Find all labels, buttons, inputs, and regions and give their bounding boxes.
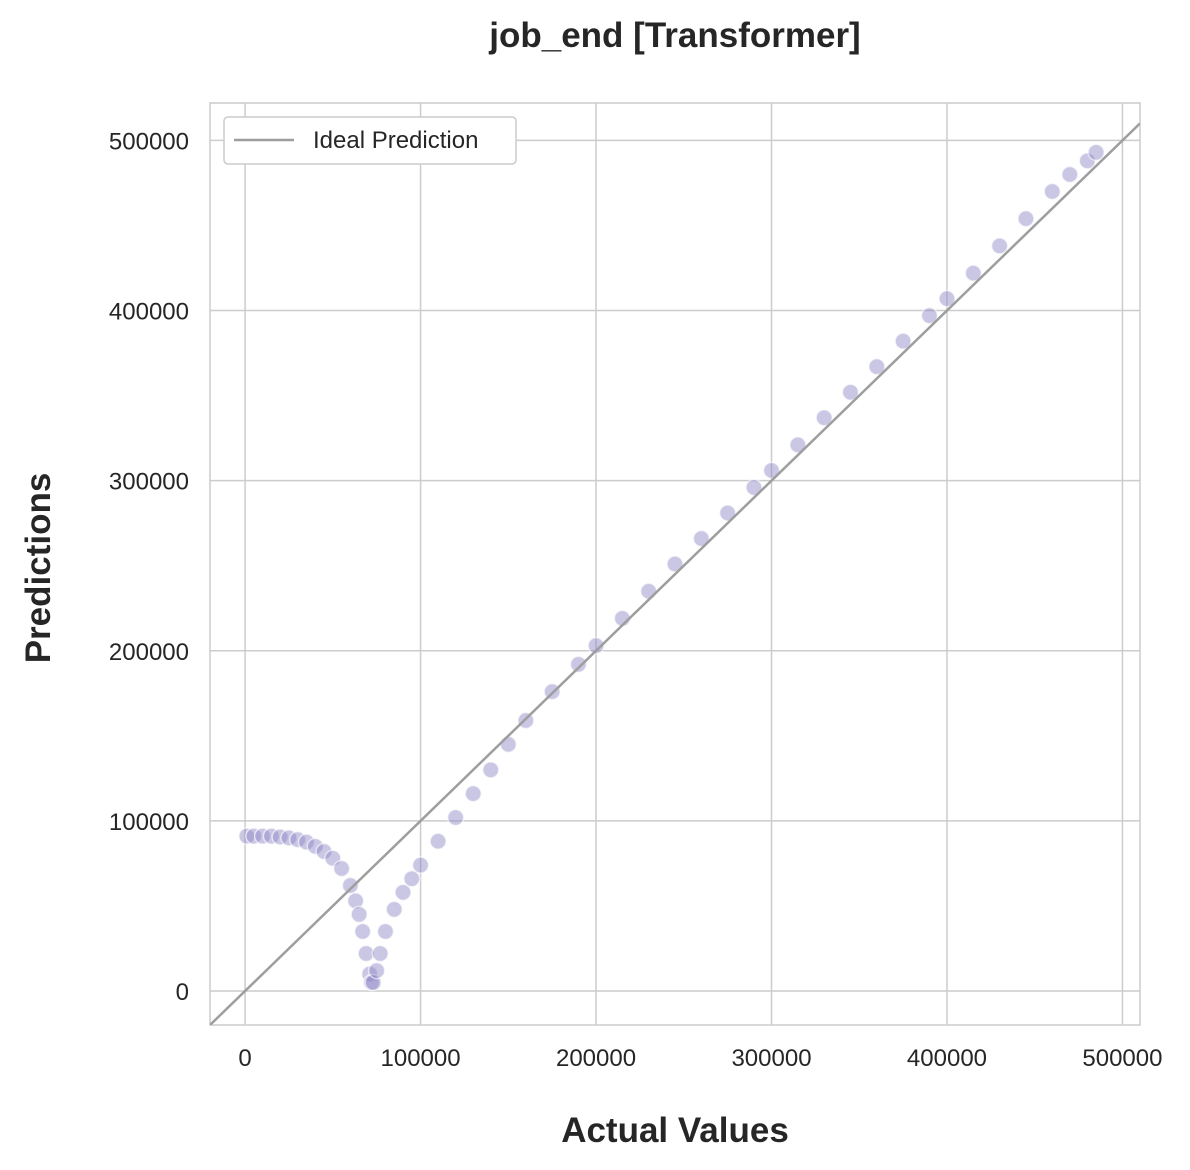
scatter-point (271, 828, 289, 846)
y-axis-label: Predictions (19, 473, 58, 664)
y-tick-labels: 0 100000 200000 300000 400000 500000 (109, 128, 189, 1006)
scatter-point (315, 842, 333, 861)
x-axis-label: Actual Values (561, 1111, 789, 1150)
scatter-point (499, 735, 518, 754)
plot-frame (209, 102, 1141, 1026)
scatter-points (238, 143, 1105, 992)
x-tick-labels: 0 100000 200000 300000 400000 500000 (238, 1045, 1162, 1072)
scatter-point (569, 655, 588, 674)
scatter-point (894, 332, 912, 350)
scatter-point (245, 827, 263, 845)
scatter-point (718, 504, 737, 522)
scatter-point (1061, 165, 1079, 184)
scatter-point (639, 582, 658, 600)
plot-area (210, 103, 1140, 1025)
legend-entry-ideal-prediction: Ideal Prediction (313, 127, 478, 154)
scatter-point (745, 478, 763, 497)
y-tick-label: 0 (176, 979, 189, 1006)
scatter-point (371, 944, 389, 963)
legend-box (223, 116, 517, 165)
scatter-point (841, 383, 860, 401)
scatter-point (868, 357, 886, 376)
scatter-point (403, 869, 421, 888)
scatter-point (446, 808, 465, 827)
scatter-point (350, 905, 368, 924)
scatter-point (411, 856, 430, 874)
scatter-point (990, 237, 1009, 255)
x-tick-label: 100000 (381, 1045, 461, 1072)
scatter-point (376, 922, 395, 941)
scatter-point (789, 436, 807, 454)
legend: Ideal Prediction (223, 116, 517, 165)
scatter-point (815, 408, 833, 427)
x-tick-label: 300000 (731, 1045, 811, 1072)
scatter-point (938, 289, 956, 308)
scatter-point (353, 922, 372, 941)
x-tick-label: 500000 (1082, 1045, 1162, 1072)
scatter-point (367, 961, 386, 980)
scatter-point (587, 636, 605, 655)
scatter-point (666, 555, 684, 573)
x-tick-label: 400000 (907, 1045, 987, 1072)
scatter-point (464, 784, 482, 803)
scatter-point (394, 883, 412, 902)
scatter-point (1043, 182, 1062, 201)
y-tick-label: 400000 (109, 299, 189, 326)
scatter-point (964, 264, 983, 282)
scatter-point (357, 944, 375, 963)
scatter-point (262, 827, 281, 845)
scatter-point (482, 761, 500, 779)
y-tick-label: 100000 (109, 809, 189, 836)
scatter-point (1017, 209, 1035, 228)
scatter-point (762, 461, 781, 480)
scatter-point (341, 876, 360, 895)
scatter-point (920, 306, 939, 325)
scatter-point (692, 529, 711, 548)
x-tick-label: 200000 (556, 1045, 636, 1072)
scatter-point (1087, 143, 1105, 162)
scatter-point (253, 827, 272, 845)
scatter-point (306, 837, 325, 856)
chart-title: job_end [Transformer] (488, 16, 860, 55)
scatter-point (332, 859, 351, 878)
grid (210, 103, 1140, 1025)
ideal-prediction-line (210, 122, 1140, 1025)
scatter-point (346, 892, 365, 910)
scatter-point (385, 900, 403, 919)
x-tick-label: 0 (238, 1045, 251, 1072)
scatter-point (429, 832, 447, 851)
scatter-point (297, 833, 316, 851)
y-tick-label: 300000 (109, 469, 189, 496)
y-tick-label: 200000 (109, 639, 189, 666)
y-tick-label: 500000 (109, 128, 189, 155)
